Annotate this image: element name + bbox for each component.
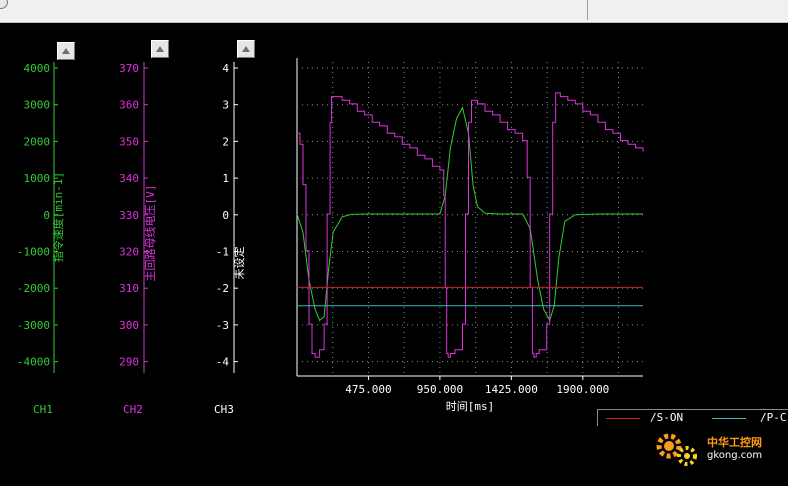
ch2-axis-label: 主回路母线电压[V] [143, 185, 157, 282]
ch3-tick-label: 3 [222, 99, 229, 112]
legend: /S-ON /P-C [597, 409, 788, 426]
ch1-tick-label: 3000 [24, 99, 51, 112]
x-axis-label: 时间[ms] [446, 400, 495, 413]
ch1-tick-label: 1000 [24, 172, 51, 185]
legend-label-s-on: /S-ON [650, 411, 684, 424]
ch1-tick-label: -2000 [17, 282, 50, 295]
x-tick-label: 475.000 [345, 383, 391, 396]
ch2-channel-label: CH2 [123, 403, 143, 416]
x-tick-label: 950.000 [417, 383, 463, 396]
x-tick-label: 1900.000 [556, 383, 609, 396]
top-bar [0, 0, 788, 23]
ch2-tick-label: 290 [119, 356, 139, 369]
ch2-tick-label: 340 [119, 172, 139, 185]
ch2-scroll-up-button[interactable] [151, 40, 169, 58]
ch3-tick-label: -4 [216, 356, 230, 369]
series-bus-voltage [297, 92, 644, 358]
watermark-title: 中华工控网 [707, 436, 762, 449]
ch1-tick-label: -4000 [17, 356, 50, 369]
ch3-tick-label: -1 [216, 246, 229, 259]
ch1-axis: 指令速度[min-1] [51, 62, 65, 373]
ch2-tick-label: 330 [119, 209, 139, 222]
legend-swatch-s-on [606, 418, 640, 419]
ch2-tick-label: 350 [119, 135, 139, 148]
ch3-tick-label: -3 [216, 319, 229, 332]
ch2-tick-label: 370 [119, 62, 139, 75]
plot-x-ticks: 475.000 950.000 1425.000 1900.000 [345, 376, 609, 396]
plot-area: 475.000 950.000 1425.000 1900.000 时间[ms] [296, 58, 644, 413]
plot-grid [297, 62, 643, 376]
x-tick-label: 1425.000 [485, 383, 538, 396]
ch3-tick-label: 1 [222, 172, 229, 185]
plot-series [296, 92, 644, 358]
ch2-axis: 主回路母线电压[V] [143, 62, 157, 373]
legend-swatch-p-c [712, 418, 746, 419]
ch3-axis: 未设定 [232, 62, 246, 373]
gear-logo-icon [656, 433, 697, 466]
ch1-tick-label: 4000 [24, 62, 51, 75]
series-command-speed [296, 106, 643, 322]
ch2-tick-label: 310 [119, 282, 139, 295]
watermark-url: gkong.com [707, 450, 763, 461]
ch3-tick-label: 4 [222, 62, 229, 75]
ch3-tick-label: -2 [216, 282, 229, 295]
toolbar-divider [587, 0, 588, 20]
watermark: 中华工控网 gkong.com [653, 430, 783, 470]
ch2-tick-label: 360 [119, 99, 139, 112]
ch1-channel-label: CH1 [33, 403, 53, 416]
ch3-scroll-up-button[interactable] [237, 40, 255, 58]
ch2-tick-label: 320 [119, 246, 139, 259]
ch2-tick-label: 300 [119, 319, 139, 332]
ch1-axis-label: 指令速度[min-1] [51, 172, 65, 262]
ch1-tick-label: -1000 [17, 246, 50, 259]
ch3-tick-label: 2 [222, 135, 229, 148]
ch1-tick-label: -3000 [17, 319, 50, 332]
ch1-scroll-up-button[interactable] [57, 42, 75, 60]
legend-label-p-c: /P-C [760, 411, 787, 424]
ch1-tick-label: 0 [43, 209, 50, 222]
ch3-channel-label: CH3 [214, 403, 234, 416]
ch3-axis-label: 未设定 [232, 247, 246, 280]
ch3-tick-label: 0 [222, 209, 229, 222]
ch1-tick-label: 2000 [24, 135, 51, 148]
